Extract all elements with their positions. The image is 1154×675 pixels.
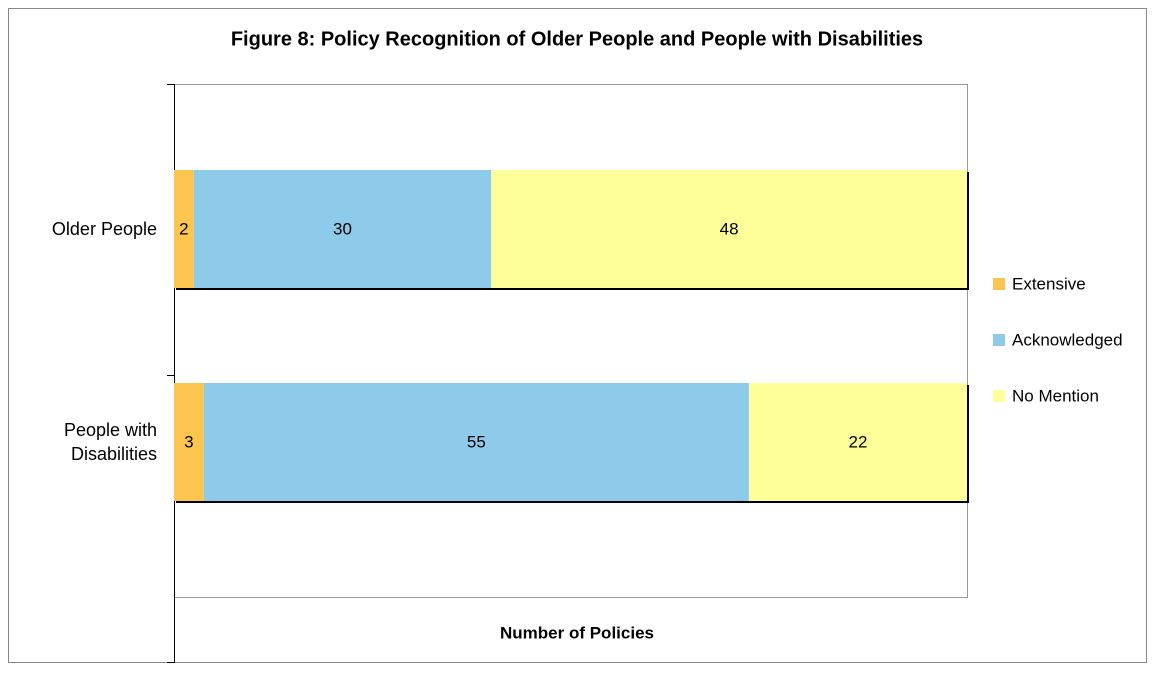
data-label: 30 (333, 219, 352, 238)
legend-label: Extensive (1012, 274, 1086, 293)
bar-segment (748, 383, 967, 501)
legend-label: Acknowledged (1012, 330, 1123, 349)
data-label: 22 (849, 432, 868, 451)
bar-segment (491, 170, 967, 288)
bar-segment (174, 170, 194, 288)
x-axis-label: Number of Policies (500, 623, 654, 642)
legend-label: No Mention (1012, 386, 1099, 405)
legend-swatch (993, 278, 1005, 290)
chart-title: Figure 8: Policy Recognition of Older Pe… (231, 28, 923, 50)
bar-segment (193, 170, 492, 288)
legend-swatch (993, 334, 1005, 346)
bar-segment (174, 383, 204, 501)
legend-swatch (993, 390, 1005, 402)
data-label: 2 (179, 219, 188, 238)
bar-segment (203, 383, 749, 501)
y-tick-label: People with Disabilities (63, 420, 157, 464)
data-label: 55 (467, 432, 486, 451)
data-label: 3 (184, 432, 193, 451)
plot-area (174, 84, 968, 598)
y-tick-label: Older People (51, 219, 157, 239)
data-label: 48 (720, 219, 739, 238)
